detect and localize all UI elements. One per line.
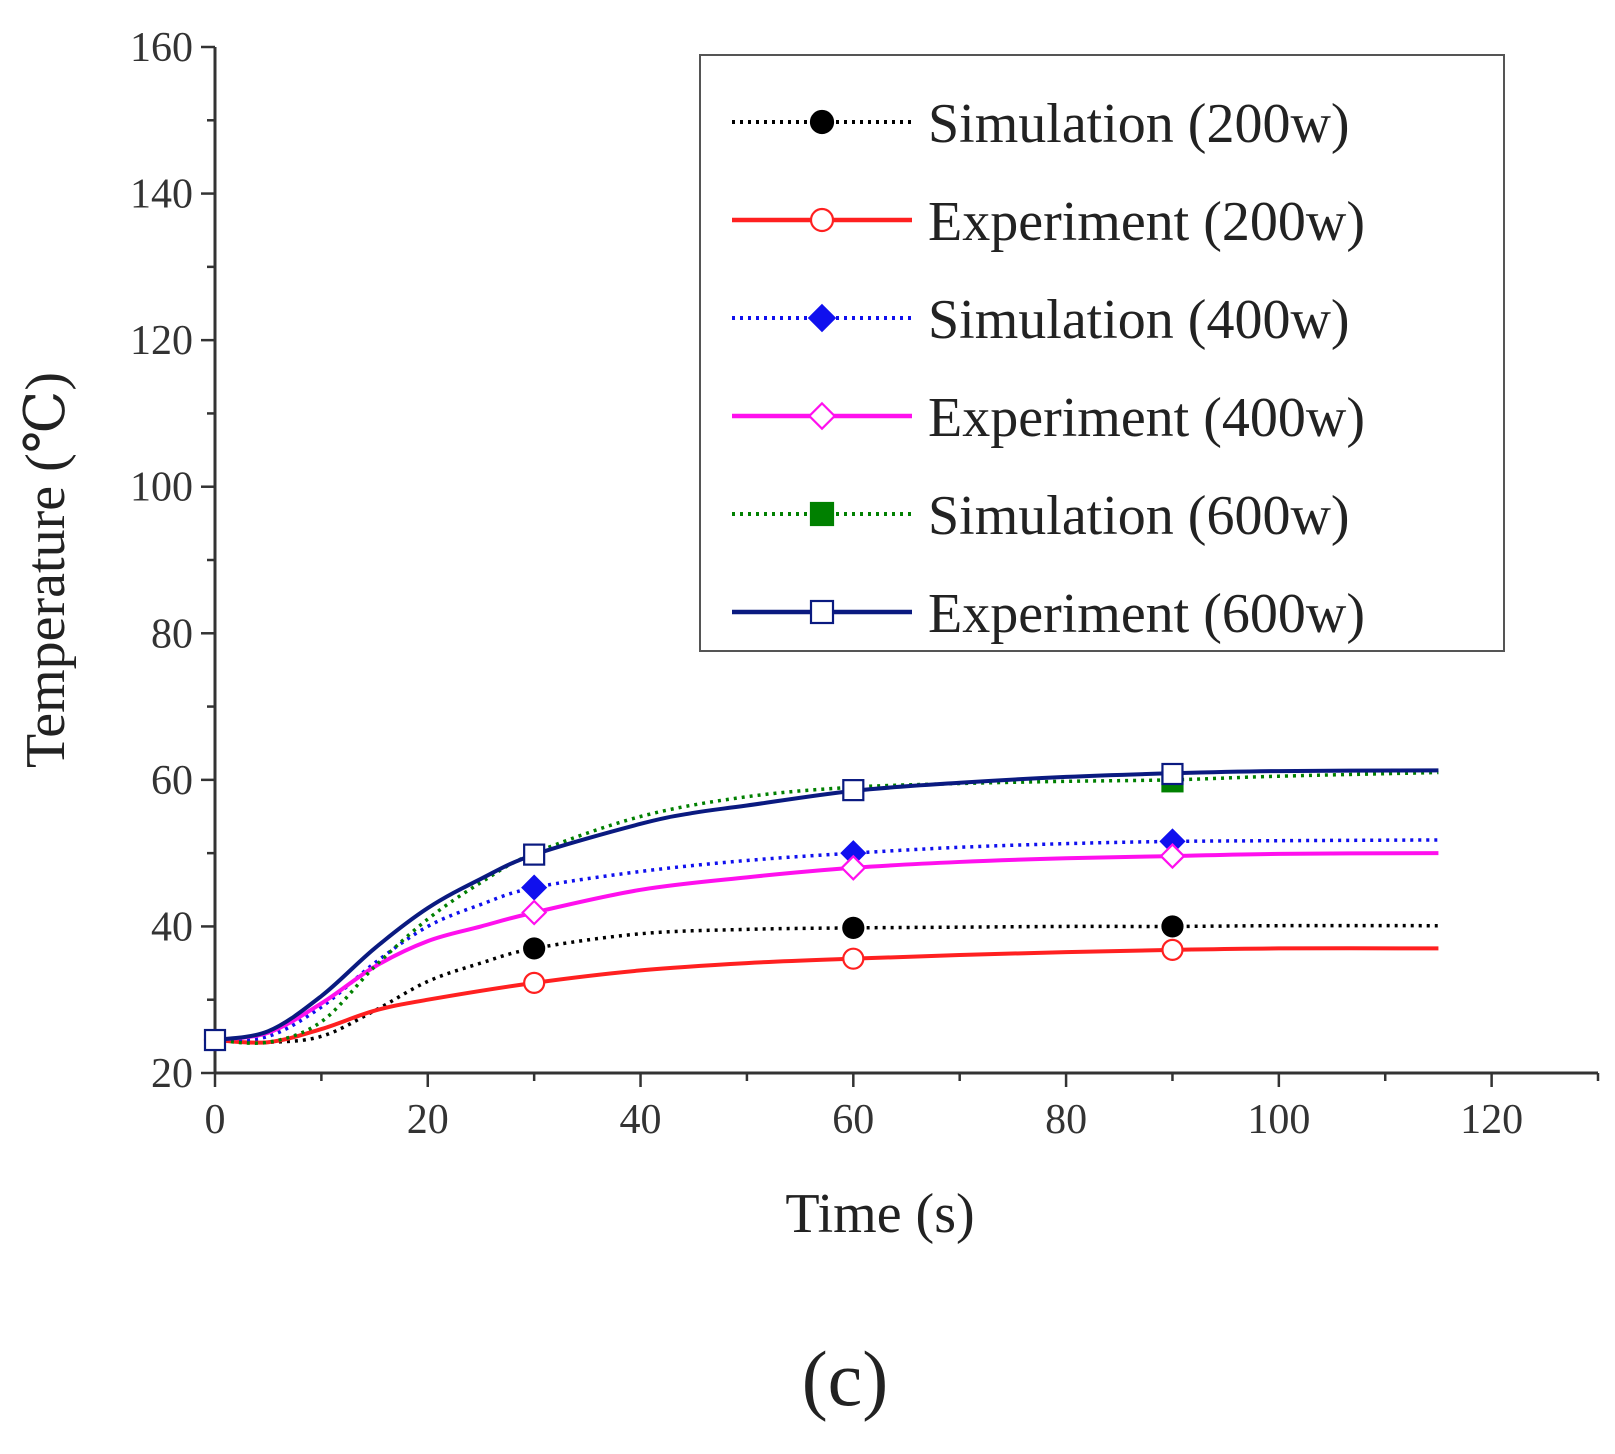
- legend-marker: [809, 599, 835, 625]
- series-line: [214, 851, 1439, 1043]
- legend-marker: [807, 303, 837, 333]
- data-point-marker: [1159, 843, 1186, 870]
- y-tick-label: 20: [151, 1051, 193, 1097]
- series-experiment-400w: [214, 843, 1439, 1043]
- legend-marker: [809, 501, 835, 527]
- legend-label: Experiment (600w): [928, 583, 1365, 645]
- legend-item: Experiment (200w): [732, 191, 1365, 253]
- data-point-marker: [1161, 938, 1184, 961]
- data-point-marker: [523, 971, 546, 994]
- y-tick-label: 40: [151, 904, 193, 950]
- legend-item: Simulation (400w): [732, 289, 1350, 351]
- y-tick-label: 160: [130, 25, 193, 71]
- series-layer: [203, 762, 1439, 1052]
- legend-label: Simulation (600w): [928, 485, 1350, 547]
- data-point-marker: [840, 854, 867, 881]
- legend-label: Simulation (200w): [928, 93, 1350, 155]
- data-point-marker: [521, 874, 548, 901]
- x-tick-label: 20: [407, 1097, 449, 1143]
- y-tick-label: 60: [151, 758, 193, 804]
- y-tick-label: 100: [130, 465, 193, 511]
- series-simulation-400w: [214, 828, 1439, 1042]
- x-axis-title: Time (s): [785, 1183, 974, 1245]
- y-tick-label: 80: [151, 611, 193, 657]
- legend-marker: [809, 207, 835, 233]
- series-simulation-600w: [214, 770, 1439, 1045]
- series-experiment-600w: [203, 762, 1439, 1052]
- data-point-marker: [523, 937, 546, 960]
- legend-marker: [809, 109, 835, 135]
- data-point-marker: [1161, 915, 1184, 938]
- data-point-marker: [521, 899, 548, 926]
- legend-item: Experiment (400w): [732, 387, 1365, 449]
- data-point-marker: [842, 916, 865, 939]
- data-point-marker: [203, 1028, 227, 1052]
- y-axis-title: Temperature (℃): [15, 372, 77, 768]
- data-point-marker: [523, 843, 546, 866]
- y-tick-label: 120: [130, 318, 193, 364]
- panel-label: (c): [802, 1335, 889, 1422]
- x-tick-label: 100: [1247, 1097, 1310, 1143]
- series-line: [214, 768, 1439, 1043]
- legend-item: Simulation (200w): [732, 93, 1350, 155]
- x-tick-label: 120: [1460, 1097, 1523, 1143]
- data-point-marker: [842, 779, 865, 802]
- legend-box: [699, 54, 1505, 652]
- y-tick-label: 140: [130, 172, 193, 218]
- series-line: [214, 770, 1439, 1045]
- legend-label: Simulation (400w): [928, 289, 1350, 351]
- x-tick-label: 40: [620, 1097, 662, 1143]
- legend-item: Experiment (600w): [732, 583, 1365, 645]
- series-simulation-200w: [214, 915, 1439, 1045]
- x-tick-label: 0: [205, 1097, 226, 1143]
- legend: Simulation (200w) Experiment (200w) Simula…: [699, 54, 1505, 652]
- legend-label: Experiment (200w): [928, 191, 1365, 253]
- legend-label: Experiment (400w): [928, 387, 1365, 449]
- data-point-marker: [842, 947, 865, 970]
- series-line: [214, 923, 1439, 1045]
- legend-item: Simulation (600w): [732, 485, 1350, 547]
- x-tick-label: 80: [1045, 1097, 1087, 1143]
- axes: 20 40 60 80 100 120 140 160 0 20 40 60 80 100 120: [130, 25, 1600, 1143]
- x-tick-label: 60: [832, 1097, 874, 1143]
- data-point-marker: [1161, 762, 1184, 786]
- legend-marker: [807, 401, 837, 431]
